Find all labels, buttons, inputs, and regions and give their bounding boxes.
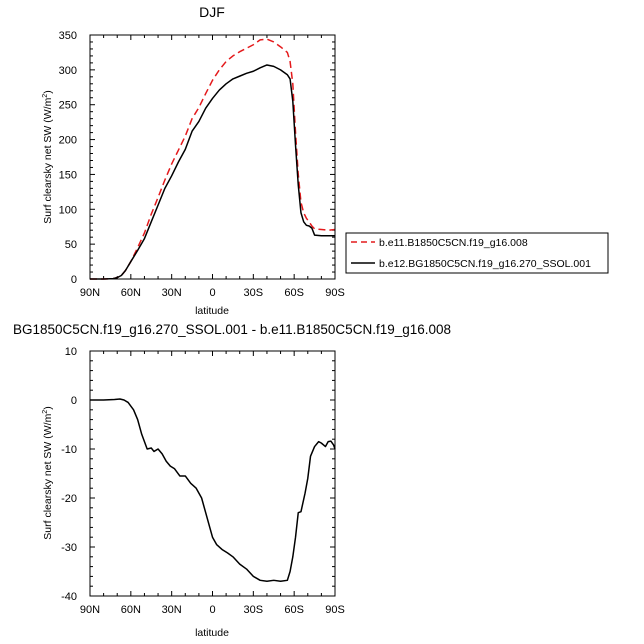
bottom-chart-title: BG1850C5CN.f19_g16.270_SSOL.001 - b.e11.… (13, 322, 451, 337)
bottom-x-tick-label: 60N (121, 604, 141, 616)
bottom-series-line-1 (90, 398, 336, 583)
top-x-axis-label: latitude (195, 305, 229, 317)
top-series-line-1 (90, 38, 336, 280)
top-x-tick-label: 90N (80, 287, 100, 299)
top-y-tick-label: 200 (59, 135, 77, 147)
bottom-x-tick-label: 0 (209, 604, 215, 616)
top-y-tick-label: 0 (71, 274, 77, 286)
legend: b.e11.B1850C5CN.f19_g16.008 b.e12.BG1850… (345, 232, 609, 274)
top-y-tick-label: 100 (59, 204, 77, 216)
bottom-y-tick-label: -10 (61, 444, 77, 456)
top-plot-area: 90N 60N 30N 0 30S 60S 90S 0 50 100 150 200 250 300 350 (59, 30, 345, 299)
top-y-tick-label: 250 (59, 100, 77, 112)
bottom-x-axis-label: latitude (195, 627, 229, 639)
legend-label-series-1: b.e11.B1850C5CN.f19_g16.008 (379, 237, 528, 249)
bottom-x-tick-label: 30S (244, 604, 264, 616)
bottom-x-tick-label: 90S (325, 604, 345, 616)
bottom-x-tick-label: 30N (162, 604, 182, 616)
top-x-tick-label: 0 (209, 287, 215, 299)
top-y-tick-label: 50 (65, 239, 77, 251)
bottom-y-tick-label: -30 (61, 542, 77, 554)
top-chart-title: DJF (199, 4, 225, 20)
top-x-tick-label: 30N (162, 287, 182, 299)
top-panel: DJF 90N 60N 30N 0 30S 60S 90S 0 50 100 150 200 250 30… (42, 4, 345, 317)
top-y-tick-label: 150 (59, 169, 77, 181)
top-x-tick-label: 60N (121, 287, 141, 299)
bottom-plot-area: 90N 60N 30N 0 30S 60S 90S 10 0 -10 -20 -30 -40 (61, 346, 345, 616)
bottom-y-tick-label: 10 (65, 346, 77, 358)
top-x-tick-label: 90S (325, 287, 345, 299)
bottom-x-tick-label: 60S (284, 604, 304, 616)
bottom-plot-frame (89, 350, 336, 597)
top-x-tick-label: 60S (284, 287, 304, 299)
bottom-y-tick-label: 0 (71, 395, 77, 407)
legend-label-series-2: b.e12.BG1850C5CN.f19_g16.270_SSOL.001 (379, 258, 591, 270)
bottom-y-tick-label: -40 (61, 591, 77, 603)
top-plot-frame (89, 34, 336, 280)
top-series-line-2 (90, 64, 335, 280)
top-y-tick-label: 300 (59, 65, 77, 77)
top-x-tick-label: 30S (244, 287, 264, 299)
bottom-y-axis-label: Surf clearsky net SW (W/m2) (42, 406, 54, 539)
legend-box (345, 232, 609, 274)
top-y-tick-label: 350 (59, 30, 77, 42)
bottom-x-tick-label: 90N (80, 604, 100, 616)
bottom-y-tick-label: -20 (61, 493, 77, 505)
top-y-axis-label: Surf clearsky net SW (W/m2) (42, 90, 54, 223)
bottom-panel: BG1850C5CN.f19_g16.270_SSOL.001 - b.e11.… (13, 322, 451, 639)
